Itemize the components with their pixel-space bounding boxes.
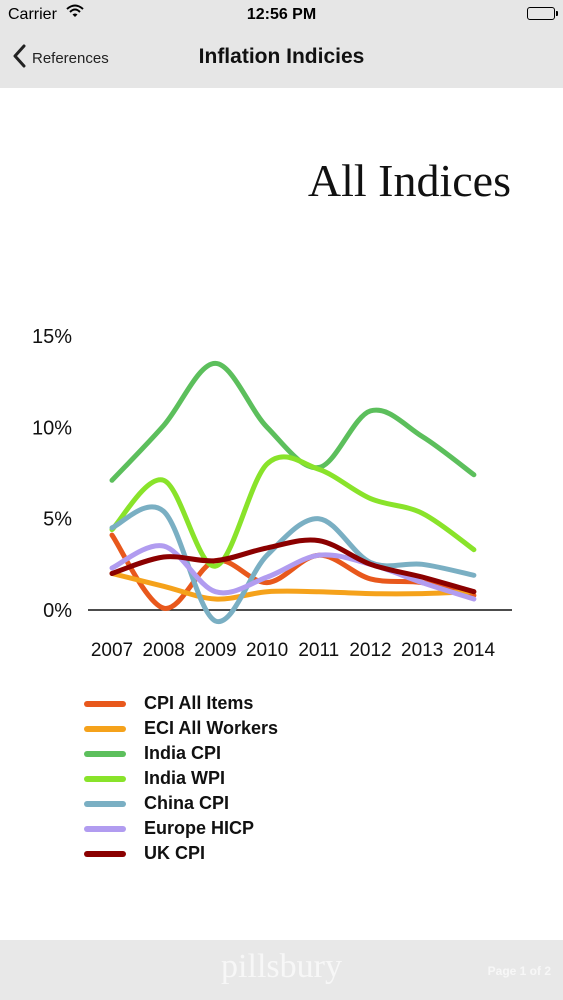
- legend-item: UK CPI: [84, 841, 278, 866]
- legend-item: India CPI: [84, 741, 278, 766]
- navigation-bar: References Inflation Indicies: [0, 30, 563, 88]
- legend-label: Europe HICP: [144, 818, 255, 838]
- series-line-2: [109, 360, 477, 483]
- series-line-1: [109, 571, 477, 602]
- legend-swatch: [84, 725, 126, 732]
- y-tick-label: 15%: [32, 326, 72, 348]
- footer-bar: pillsbury Page 1 of 2: [0, 940, 563, 1000]
- legend-swatch: [84, 800, 126, 807]
- legend-label: CPI All Items: [144, 693, 254, 713]
- legend-item: CPI All Items: [84, 691, 278, 716]
- y-tick-label: 0%: [43, 600, 72, 622]
- x-tick-label: 2013: [401, 640, 443, 661]
- x-tick-label: 2007: [91, 640, 133, 661]
- chart-legend: CPI All Items ECI All Workers India CPI Ind…: [84, 691, 278, 866]
- x-tick-label: 2010: [246, 640, 288, 661]
- legend-label: India WPI: [144, 768, 225, 788]
- line-chart: 15% 10% 5% 0% 2007 2008 2009 2010 2011 2012 2013 20…: [32, 326, 512, 661]
- x-tick-label: 2014: [453, 640, 496, 661]
- series-line-0: [109, 532, 477, 611]
- carrier-label: Carrier: [8, 6, 57, 23]
- legend-label: ECI All Workers: [144, 718, 279, 738]
- legend-item: China CPI: [84, 791, 278, 816]
- series-line-4: [109, 504, 477, 624]
- legend-swatch: [84, 775, 126, 782]
- y-tick-label: 10%: [32, 417, 72, 439]
- page-title: Inflation Indicies: [198, 45, 365, 68]
- x-tick-label: 2008: [143, 640, 185, 661]
- legend-item: India WPI: [84, 766, 278, 791]
- series-line-6: [109, 537, 477, 595]
- pillsbury-logo: pillsbury: [221, 948, 342, 985]
- x-tick-label: 2012: [349, 640, 391, 661]
- legend-swatch: [84, 750, 126, 757]
- chevron-left-icon: [12, 44, 26, 73]
- legend-swatch: [84, 700, 126, 707]
- series-line-3: [109, 454, 477, 569]
- x-tick-label: 2009: [194, 640, 236, 661]
- legend-swatch: [84, 850, 126, 857]
- legend-label: India CPI: [144, 743, 222, 763]
- x-tick-label: 2011: [298, 640, 339, 661]
- clock-time: 12:56 PM: [246, 6, 317, 23]
- battery-icon: [527, 7, 558, 20]
- wifi-icon: [66, 4, 84, 23]
- legend-item: ECI All Workers: [84, 716, 278, 741]
- back-button[interactable]: References: [12, 40, 109, 76]
- page-indicator: Page 1 of 2: [487, 964, 551, 978]
- series-line-5: [109, 543, 477, 602]
- status-bar: Carrier 12:56 PM: [0, 0, 563, 30]
- document-page: All Indices 15% 10% 5% 0% 2007 2008 2009 2010 20…: [0, 88, 563, 940]
- y-tick-label: 5%: [43, 509, 72, 531]
- legend-label: China CPI: [144, 793, 230, 813]
- legend-item: Europe HICP: [84, 816, 278, 841]
- legend-label: UK CPI: [144, 843, 206, 863]
- chart-title: All Indices: [307, 155, 511, 206]
- legend-swatch: [84, 825, 126, 832]
- back-button-label: References: [32, 49, 109, 67]
